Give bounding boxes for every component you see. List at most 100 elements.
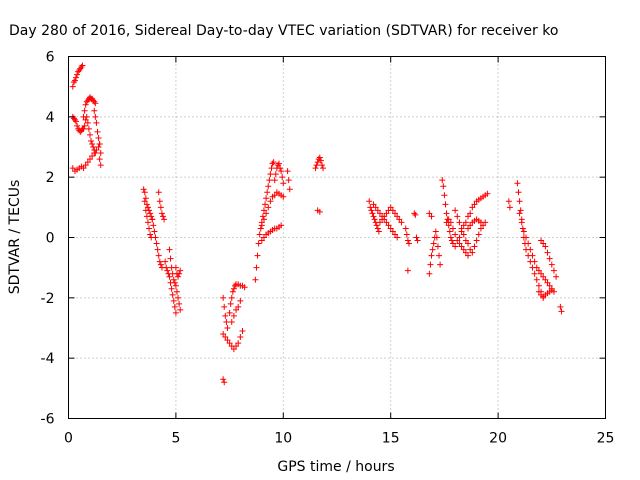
data-point [151,228,158,235]
data-point [146,225,153,232]
data-point [465,213,472,220]
data-point [460,231,467,238]
data-point [412,211,419,218]
data-point [93,119,100,126]
data-point [387,225,394,232]
data-point [233,343,240,350]
data-point [550,267,557,274]
data-point [148,213,155,220]
data-point [465,240,472,247]
data-point [414,237,421,244]
data-point [280,180,287,187]
data-point [92,100,99,107]
data-point [462,237,469,244]
data-point [445,222,452,229]
data-point [235,303,242,310]
data-point [84,159,91,166]
data-point [81,122,88,129]
data-point [220,376,227,383]
data-point [224,337,231,344]
data-point [531,258,538,265]
data-point [454,213,461,220]
data-point [263,210,270,217]
data-point [266,177,273,184]
data-point [535,267,542,274]
data-point [254,252,261,259]
data-point [546,255,553,262]
data-point [142,195,149,202]
data-point [172,309,179,316]
x-tick-label: 20 [489,431,507,447]
data-point [268,165,275,172]
data-point [448,237,455,244]
data-point [519,225,526,232]
data-point [153,240,160,247]
data-point [440,183,447,190]
data-point [157,204,164,211]
data-point [253,264,260,271]
data-point [385,222,392,229]
y-axis-label: SDTVAR / TECUs [7,180,23,295]
data-point [230,312,237,319]
data-point [538,237,545,244]
data-point [226,340,233,347]
data-point [89,153,96,160]
data-point [426,270,433,277]
data-point [171,303,178,310]
data-point [89,140,96,147]
data-point [426,210,433,217]
data-point [177,267,184,274]
data-point [223,318,230,325]
data-point [376,219,383,226]
data-point [69,83,76,90]
data-point [544,279,551,286]
data-point [447,219,454,226]
data-point [222,312,229,319]
data-point [398,219,405,226]
data-point [371,216,378,223]
data-point [170,276,177,283]
data-point [391,210,398,217]
data-point [230,346,237,353]
data-point [74,71,81,78]
data-point [518,219,525,226]
data-point [475,231,482,238]
data-point [82,116,89,123]
data-point [170,297,177,304]
data-point [477,225,484,232]
data-point [176,300,183,307]
x-tick-labels: 0 5 10 15 20 25 [64,431,614,447]
data-point [480,222,487,229]
axis-ticks [68,56,606,419]
data-point [460,222,467,229]
data-point [83,113,90,120]
data-point [172,282,179,289]
data-point [160,213,167,220]
data-point [533,276,540,283]
data-point [285,177,292,184]
x-tick-label: 0 [64,431,73,447]
data-point [542,276,549,283]
data-point [544,249,551,256]
data-point [320,165,327,172]
data-point [449,240,456,247]
data-point [267,198,274,205]
data-point [381,213,388,220]
data-point [403,231,410,238]
data-point [445,216,452,223]
data-point [542,243,549,250]
y-tick-labels: -6 -4 -2 0 2 4 6 [41,50,55,428]
data-point [280,193,287,200]
data-point [172,264,179,271]
data-point [176,270,183,277]
data-point [429,246,436,253]
y-tick-label: -4 [41,351,55,367]
data-point [237,334,244,341]
data-point [389,228,396,235]
data-point [379,216,386,223]
data-point [164,267,171,274]
data-point [97,150,104,157]
x-tick-label: 10 [274,431,292,447]
data-point [149,216,156,223]
